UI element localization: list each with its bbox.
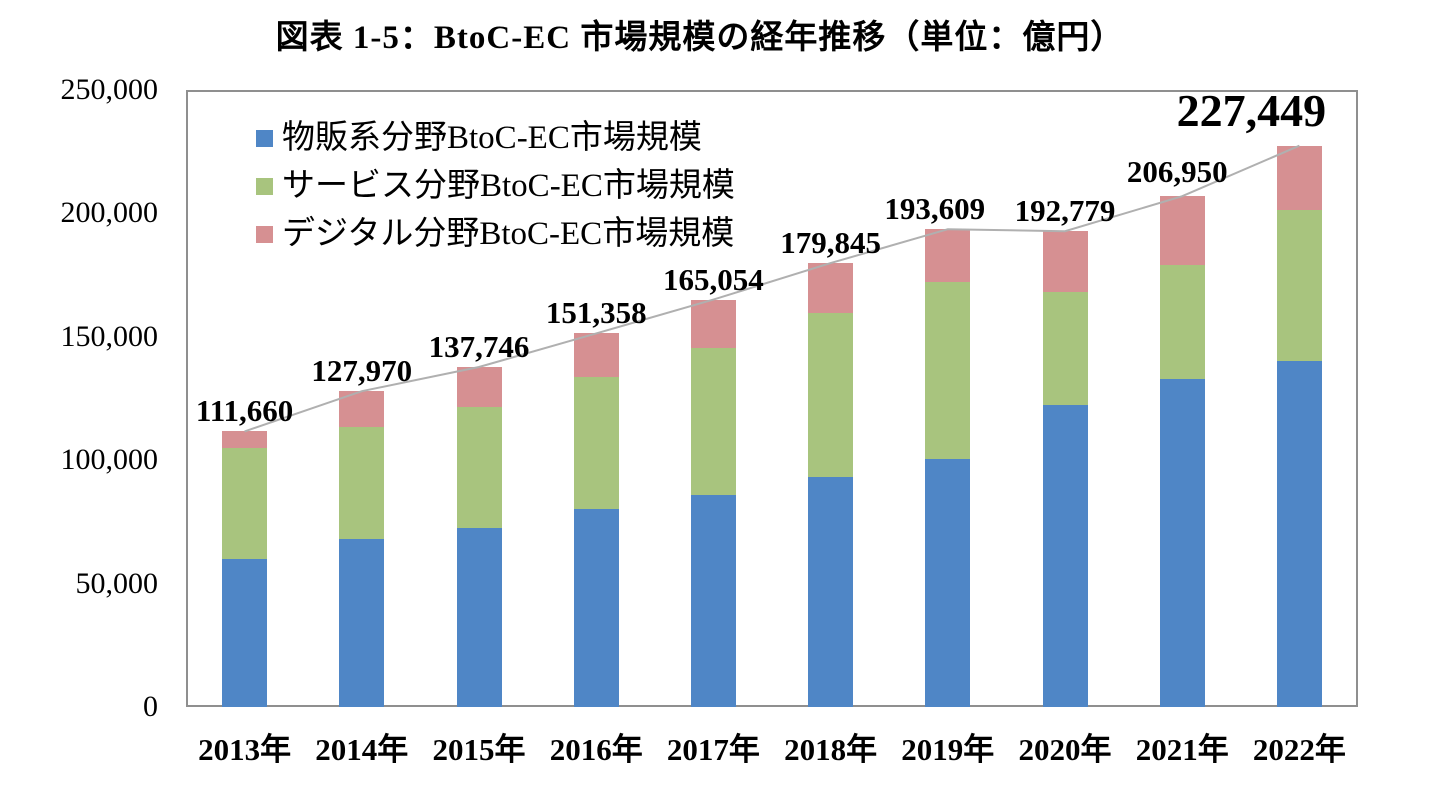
total-label-2017年: 165,054	[663, 261, 764, 297]
bar-segment-services-2020年	[1042, 291, 1088, 406]
total-label-2021年: 206,950	[1126, 154, 1228, 190]
y-tick-label: 200,000	[60, 196, 159, 230]
bar-segment-services-2018年	[808, 313, 854, 478]
y-tick-label: 250,000	[60, 73, 159, 106]
legend-item-services: サービス分野BtoC-EC市場規模	[256, 162, 735, 210]
bar-segment-merchandise-2017年	[690, 494, 736, 707]
total-label-2016年: 151,358	[545, 295, 647, 331]
bar-segment-digital-2016年	[573, 333, 619, 378]
x-tick-label-2022年: 2022年	[1252, 732, 1346, 767]
total-label-2020年: 192,779	[1014, 193, 1116, 229]
legend-swatch-merchandise	[256, 129, 273, 147]
legend-swatch-services	[256, 177, 273, 195]
bar-segment-digital-2018年	[808, 263, 854, 314]
total-label-2015年: 137,746	[428, 329, 530, 365]
bar-segment-services-2013年	[222, 448, 268, 560]
bar-segment-merchandise-2018年	[808, 477, 854, 707]
bar-segment-merchandise-2022年	[1276, 361, 1322, 707]
bar-segment-services-2015年	[456, 407, 502, 529]
bar-segment-merchandise-2020年	[1042, 405, 1088, 707]
bar-segment-services-2017年	[690, 347, 736, 495]
chart-title: 図表 1-5：BtoC-EC 市場規模の経年推移（単位：億円）	[275, 20, 1125, 56]
legend-label-digital: デジタル分野BtoC-EC市場規模	[282, 215, 735, 252]
y-tick-label: 150,000	[60, 319, 159, 353]
total-label-2013年: 111,660	[195, 393, 294, 429]
bar-segment-services-2021年	[1159, 264, 1205, 380]
legend-label-services: サービス分野BtoC-EC市場規模	[282, 167, 735, 204]
bar-segment-digital-2022年	[1276, 145, 1322, 210]
y-tick-label: 50,000	[75, 566, 159, 600]
bar-segment-services-2016年	[573, 377, 619, 510]
x-tick-label-2019年: 2019年	[901, 732, 995, 767]
bar-segment-digital-2017年	[690, 299, 736, 348]
bar-segment-services-2014年	[339, 427, 385, 540]
legend-item-merchandise: 物販系分野BtoC-EC市場規模	[256, 114, 735, 162]
bar-segment-merchandise-2016年	[573, 509, 619, 707]
bar-segment-merchandise-2013年	[222, 559, 268, 707]
bar-segment-merchandise-2019年	[925, 458, 971, 707]
x-tick-label-2013年: 2013年	[198, 732, 292, 767]
total-label-2018年: 179,845	[780, 225, 881, 261]
total-label-2019年: 193,609	[884, 191, 986, 227]
x-tick-label-2015年: 2015年	[432, 732, 526, 767]
bar-segment-digital-2019年	[925, 229, 971, 283]
bar-segment-merchandise-2014年	[339, 539, 385, 707]
bar-segment-digital-2015年	[456, 367, 502, 408]
legend-swatch-digital	[256, 225, 273, 243]
bar-segment-digital-2013年	[222, 431, 268, 449]
legend: 物販系分野BtoC-EC市場規模 サービス分野BtoC-EC市場規模 デジタル分野B…	[256, 114, 735, 258]
x-tick-label-2021年: 2021年	[1135, 732, 1229, 767]
bar-segment-services-2019年	[925, 282, 971, 459]
bar-segment-services-2022年	[1276, 209, 1322, 362]
bar-segment-digital-2020年	[1042, 231, 1088, 292]
bar-segment-merchandise-2021年	[1159, 379, 1205, 707]
y-tick-label: 0	[143, 690, 158, 723]
x-tick-label-2017年: 2017年	[666, 732, 760, 767]
total-label-2022年: 227,449	[1176, 84, 1327, 136]
x-tick-label-2016年: 2016年	[549, 732, 643, 767]
legend-label-merchandise: 物販系分野BtoC-EC市場規模	[282, 119, 702, 156]
x-tick-label-2020年: 2020年	[1018, 732, 1112, 767]
x-tick-label-2018年: 2018年	[784, 732, 878, 767]
legend-item-digital: デジタル分野BtoC-EC市場規模	[256, 210, 735, 258]
x-tick-label-2014年: 2014年	[315, 732, 409, 767]
y-tick-label: 100,000	[60, 443, 159, 477]
total-label-2014年: 127,970	[311, 353, 413, 389]
bar-segment-digital-2014年	[339, 391, 385, 428]
bar-segment-digital-2021年	[1159, 196, 1205, 265]
bar-segment-merchandise-2015年	[456, 528, 502, 707]
